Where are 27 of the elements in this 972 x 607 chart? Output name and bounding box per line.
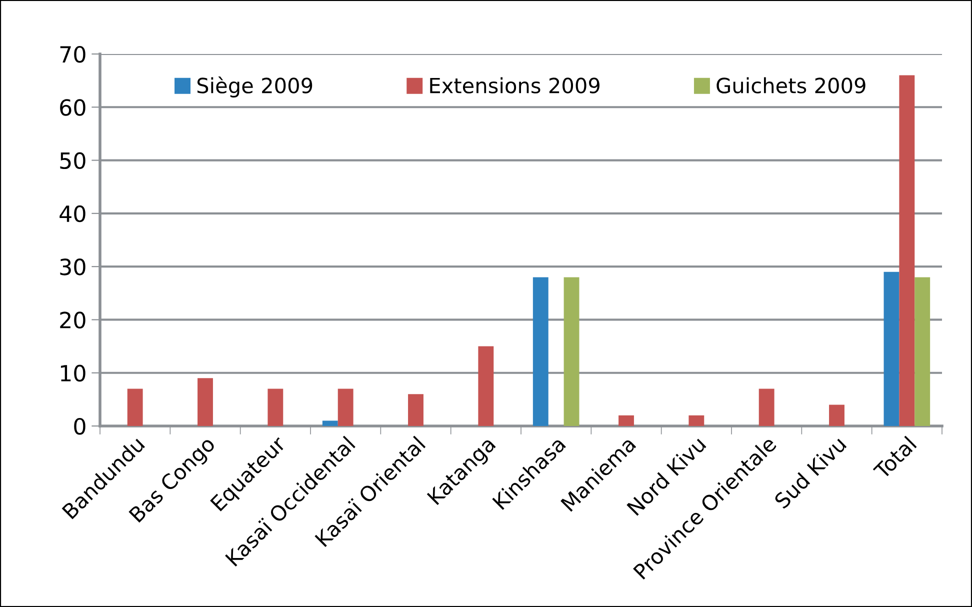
bar bbox=[338, 388, 354, 426]
y-tick-label: 0 bbox=[74, 418, 86, 435]
bar bbox=[198, 378, 213, 426]
legend-label: Siège 2009 bbox=[197, 76, 312, 98]
y-tick-label: 40 bbox=[60, 205, 86, 222]
bar bbox=[899, 75, 915, 426]
bar bbox=[564, 277, 580, 426]
bar bbox=[478, 346, 494, 426]
bar bbox=[618, 415, 634, 426]
bar bbox=[268, 388, 284, 426]
y-tick-label: 20 bbox=[60, 312, 86, 328]
bar bbox=[914, 277, 930, 426]
y-tick-label: 10 bbox=[60, 364, 86, 382]
bar bbox=[532, 277, 548, 426]
bar bbox=[758, 388, 774, 426]
bar bbox=[322, 420, 338, 426]
bar bbox=[688, 415, 704, 426]
y-tick-label: 30 bbox=[60, 258, 86, 276]
legend-label: Extensions 2009 bbox=[430, 77, 600, 94]
bar bbox=[127, 388, 143, 426]
bar bbox=[408, 394, 424, 426]
y-tick-label: 50 bbox=[60, 152, 86, 170]
bar bbox=[829, 404, 844, 426]
y-tick-label: 70 bbox=[60, 46, 86, 63]
bar bbox=[884, 272, 900, 426]
y-tick-label: 60 bbox=[60, 99, 86, 116]
legend-label: Guichets 2009 bbox=[716, 77, 866, 94]
